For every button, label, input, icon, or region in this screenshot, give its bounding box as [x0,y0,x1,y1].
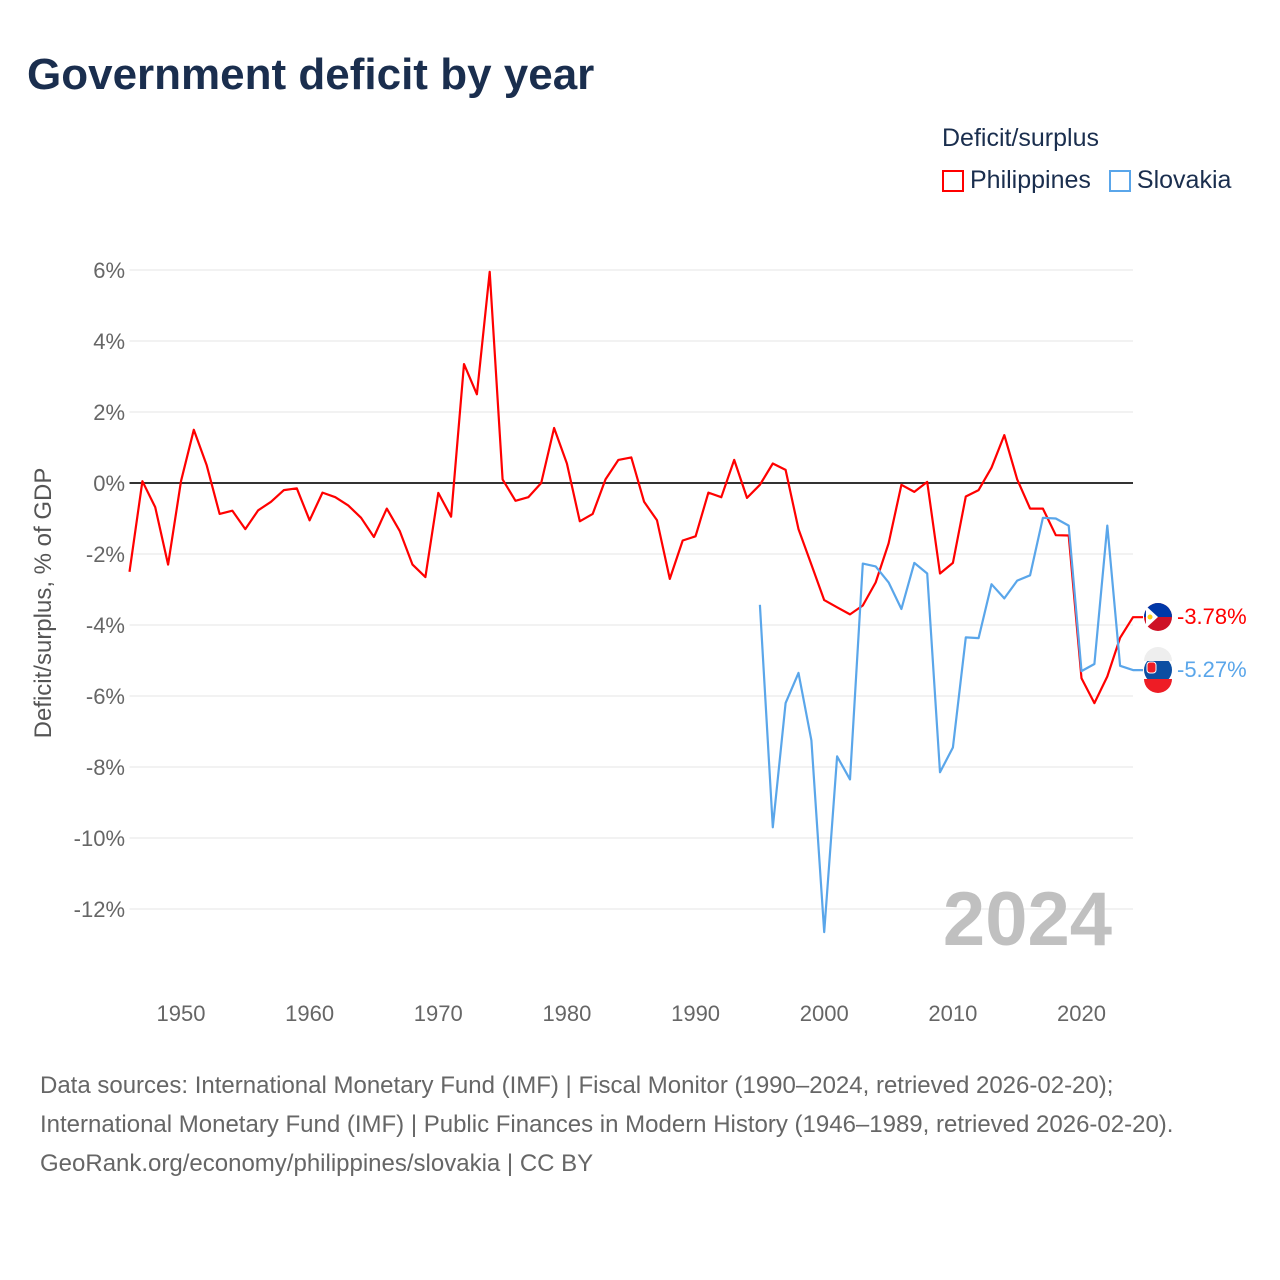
x-tick-label: 1990 [671,1001,720,1026]
philippines-flag-icon [1144,603,1172,631]
watermark-year: 2024 [943,877,1112,962]
y-tick-label: -8% [86,755,125,780]
y-tick-label: 4% [93,329,125,354]
x-tick-label: 1970 [414,1001,463,1026]
x-tick-label: 2010 [928,1001,977,1026]
legend-label: Philippines [970,166,1091,194]
legend-item-philippines[interactable]: Philippines [942,166,1091,195]
legend-swatch-slovakia [1108,169,1131,192]
x-tick-label: 2020 [1057,1001,1106,1026]
y-tick-label: -10% [74,826,125,851]
x-tick-label: 1980 [542,1001,591,1026]
slovakia-flag-icon [1144,647,1172,693]
y-tick-label: -6% [86,684,125,709]
legend: Philippines Slovakia [942,166,1231,195]
legend-swatch-philippines [942,169,964,192]
y-tick-label: 2% [93,400,125,425]
y-tick-label: 0% [93,471,125,496]
credit-link[interactable]: GeoRank.org/economy/philippines/slovakia… [40,1150,594,1177]
legend-item-slovakia[interactable]: Slovakia [1108,166,1232,195]
footer: Data sources: International Monetary Fun… [40,1066,1240,1183]
page-title: Government deficit by year [27,50,595,99]
x-tick-label: 1960 [285,1001,334,1026]
series-line-philippines[interactable] [128,270,1144,705]
legend-label: Slovakia [1136,166,1232,194]
y-tick-label: 6% [93,258,125,283]
philippines-end-label: -3.78% [1177,604,1247,629]
y-tick-label: -12% [74,897,125,922]
y-axis-label: Deficit/surplus, % of GDP [30,468,57,739]
slovakia-end-label: -5.27% [1177,657,1247,682]
legend-title: Deficit/surplus [942,124,1099,152]
x-tick-label: 2000 [800,1001,849,1026]
data-sources: Data sources: International Monetary Fun… [40,1072,1174,1138]
y-tick-label: -2% [86,542,125,567]
x-tick-label: 1950 [156,1001,205,1026]
y-tick-label: -4% [86,613,125,638]
series-line-slovakia[interactable] [758,516,1143,934]
